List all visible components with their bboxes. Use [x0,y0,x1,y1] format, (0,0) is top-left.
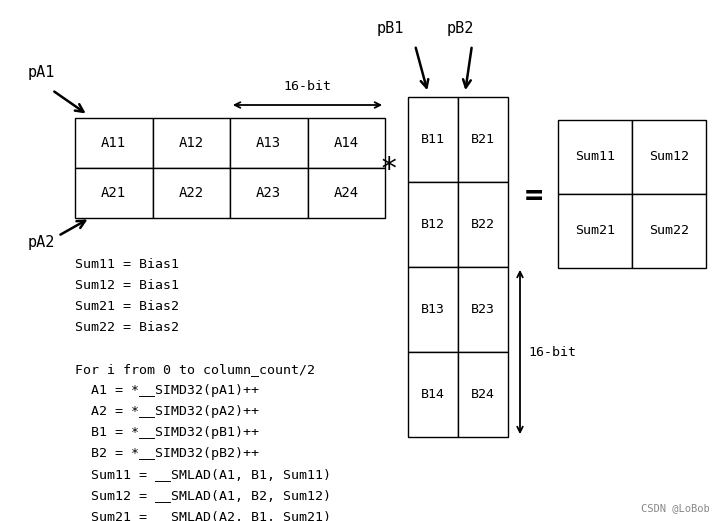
Text: Sum22: Sum22 [649,225,689,238]
Text: 16-bit: 16-bit [283,80,331,93]
Text: B2 = *__SIMD32(pB2)++: B2 = *__SIMD32(pB2)++ [75,447,259,460]
Text: *: * [380,155,398,184]
Bar [152,168,230,218]
Text: pB1: pB1 [376,20,404,35]
Text: pB2: pB2 [447,20,474,35]
Text: pA2: pA2 [28,234,55,250]
Text: Sum12: Sum12 [649,151,689,164]
Bar [632,120,706,194]
Text: A11: A11 [101,136,126,150]
Text: B13: B13 [421,303,445,316]
Text: =: = [525,180,544,209]
Text: A1 = *__SIMD32(pA1)++: A1 = *__SIMD32(pA1)++ [75,384,259,397]
Text: For i from 0 to column_count/2: For i from 0 to column_count/2 [75,363,315,376]
Bar [558,120,632,194]
Text: Sum11 = Bias1: Sum11 = Bias1 [75,258,179,271]
Text: B12: B12 [421,218,445,231]
Bar [408,352,458,437]
Text: A2 = *__SIMD32(pA2)++: A2 = *__SIMD32(pA2)++ [75,405,259,418]
Text: A22: A22 [179,186,204,200]
Text: Sum21 = __SMLAD(A2, B1, Sum21): Sum21 = __SMLAD(A2, B1, Sum21) [75,510,331,521]
Text: A13: A13 [256,136,281,150]
Text: A14: A14 [334,136,359,150]
Text: B21: B21 [471,133,495,146]
Bar [458,352,508,437]
Text: Sum11 = __SMLAD(A1, B1, Sum11): Sum11 = __SMLAD(A1, B1, Sum11) [75,468,331,481]
Bar [230,118,307,168]
Text: A21: A21 [101,186,126,200]
Text: B1 = *__SIMD32(pB1)++: B1 = *__SIMD32(pB1)++ [75,426,259,439]
Bar [75,118,152,168]
Bar [632,194,706,268]
Bar [75,168,152,218]
Text: B14: B14 [421,388,445,401]
Bar [408,97,458,182]
Bar [458,182,508,267]
Text: Sum12 = __SMLAD(A1, B2, Sum12): Sum12 = __SMLAD(A1, B2, Sum12) [75,489,331,502]
Text: B11: B11 [421,133,445,146]
Bar [230,168,307,218]
Text: A12: A12 [179,136,204,150]
Bar [458,97,508,182]
Bar [307,168,385,218]
Text: pA1: pA1 [28,65,55,80]
Text: Sum21: Sum21 [575,225,615,238]
Text: CSDN @LoBob: CSDN @LoBob [641,503,710,513]
Text: B23: B23 [471,303,495,316]
Bar [458,267,508,352]
Bar [408,182,458,267]
Text: A24: A24 [334,186,359,200]
Text: Sum21 = Bias2: Sum21 = Bias2 [75,300,179,313]
Text: Sum22 = Bias2: Sum22 = Bias2 [75,321,179,334]
Text: B22: B22 [471,218,495,231]
Text: Sum11: Sum11 [575,151,615,164]
Text: B24: B24 [471,388,495,401]
Text: A23: A23 [256,186,281,200]
Text: Sum12 = Bias1: Sum12 = Bias1 [75,279,179,292]
Bar [408,267,458,352]
Bar [307,118,385,168]
Text: 16-bit: 16-bit [528,345,576,358]
Bar [558,194,632,268]
Bar [152,118,230,168]
